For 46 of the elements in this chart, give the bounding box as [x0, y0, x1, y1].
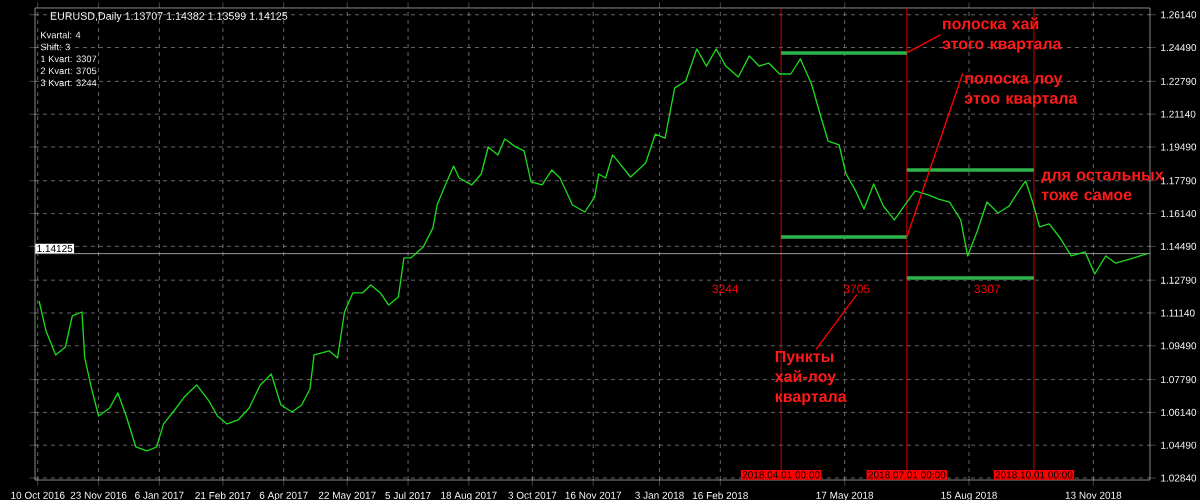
y-tick-label: 1.17790	[1161, 177, 1197, 185]
ref-line-label: 2018.04.01 00:00	[742, 471, 820, 479]
y-tick-label: 1.11140	[1161, 309, 1195, 317]
annotation: Пункты хай-лоу квартала	[774, 350, 847, 406]
x-tick-label: 13 Nov 2018	[1065, 491, 1122, 499]
y-tick-label: 1.04490	[1161, 441, 1197, 449]
x-tick-label: 22 May 2017	[318, 491, 376, 500]
y-tick-label: 1.22790	[1161, 77, 1197, 85]
annotation: 3 Kvart: 3244	[40, 79, 97, 87]
y-tick-label: 1.24490	[1161, 44, 1197, 52]
annotation: 3244	[712, 284, 739, 294]
y-tick-label: 1.14490	[1161, 242, 1197, 250]
y-tick-label: 1.26140	[1161, 11, 1197, 19]
annotation: Kvartal: 4	[41, 31, 81, 39]
x-tick-label: 18 Aug 2017	[441, 491, 497, 500]
x-tick-label: 5 Jul 2017	[385, 491, 431, 500]
annotation: Shift: 3	[40, 43, 70, 51]
x-tick-label: 3 Oct 2017	[508, 491, 557, 499]
y-tick-label: 1.19490	[1161, 143, 1197, 151]
x-tick-label: 23 Nov 2016	[70, 491, 127, 499]
annotation: 3705	[843, 284, 870, 294]
annotation: 1 Kvart: 3307	[41, 55, 97, 63]
x-tick-label: 16 Feb 2018	[692, 491, 748, 500]
x-tick-label: 6 Jan 2017	[135, 491, 184, 499]
x-tick-label: 3 Jan 2018	[635, 491, 684, 499]
annotation: полоска лоу этоо квартала	[964, 75, 1078, 108]
y-tick-label: 1.09490	[1161, 342, 1197, 350]
x-tick-label: 6 Apr 2017	[259, 491, 308, 500]
annotation: 3307	[974, 284, 1000, 294]
y-tick-label: 1.21140	[1161, 110, 1196, 118]
y-tick-label: 1.16140	[1161, 210, 1197, 218]
x-tick-label: 15 Aug 2018	[941, 491, 997, 500]
x-tick-label: 17 May 2018	[816, 491, 874, 500]
y-tick-label: 1.07790	[1161, 376, 1197, 384]
ref-line-label: 2018.07.01 00:00	[868, 471, 946, 479]
y-tick-label: 1.06140	[1161, 408, 1197, 416]
y-tick-label: 1.02840	[1161, 474, 1197, 482]
ref-line-label: 2018.10.01 00:00	[995, 471, 1073, 479]
y-tick-label: 1.12790	[1161, 276, 1197, 284]
chart-title: EURUSD,Daily 1.13707 1.14382 1.13599 1.14125	[50, 11, 288, 22]
annotation: полоска хай этого квартала	[942, 17, 1062, 53]
x-tick-label: 10 Oct 2016	[11, 491, 65, 499]
x-tick-label: 16 Nov 2017	[565, 491, 622, 499]
ref-line-label: 1.14125	[37, 244, 73, 253]
annotation: 2 Kvart: 3705	[40, 67, 97, 75]
x-tick-label: 21 Feb 2017	[195, 491, 251, 500]
